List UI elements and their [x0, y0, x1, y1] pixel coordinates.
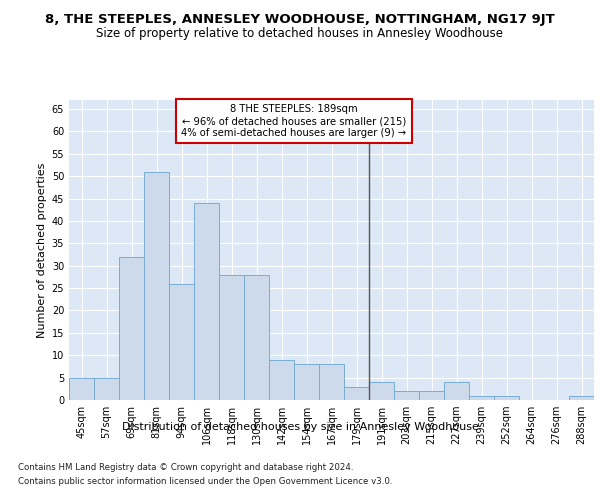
Bar: [494, 396, 519, 400]
Bar: [319, 364, 344, 400]
Bar: [369, 382, 394, 400]
Y-axis label: Number of detached properties: Number of detached properties: [37, 162, 47, 338]
Text: 8, THE STEEPLES, ANNESLEY WOODHOUSE, NOTTINGHAM, NG17 9JT: 8, THE STEEPLES, ANNESLEY WOODHOUSE, NOT…: [45, 12, 555, 26]
Bar: [119, 256, 144, 400]
Bar: [569, 396, 594, 400]
Bar: [269, 360, 294, 400]
Text: 8 THE STEEPLES: 189sqm
← 96% of detached houses are smaller (215)
4% of semi-det: 8 THE STEEPLES: 189sqm ← 96% of detached…: [181, 104, 407, 138]
Bar: [169, 284, 194, 400]
Text: Distribution of detached houses by size in Annesley Woodhouse: Distribution of detached houses by size …: [122, 422, 478, 432]
Bar: [469, 396, 494, 400]
Bar: [419, 391, 444, 400]
Bar: [194, 203, 219, 400]
Bar: [294, 364, 319, 400]
Text: Size of property relative to detached houses in Annesley Woodhouse: Size of property relative to detached ho…: [97, 28, 503, 40]
Bar: [69, 378, 94, 400]
Bar: [444, 382, 469, 400]
Bar: [94, 378, 119, 400]
Text: Contains HM Land Registry data © Crown copyright and database right 2024.: Contains HM Land Registry data © Crown c…: [18, 462, 353, 471]
Bar: [219, 274, 244, 400]
Bar: [144, 172, 169, 400]
Text: Contains public sector information licensed under the Open Government Licence v3: Contains public sector information licen…: [18, 478, 392, 486]
Bar: [344, 386, 369, 400]
Bar: [394, 391, 419, 400]
Bar: [244, 274, 269, 400]
